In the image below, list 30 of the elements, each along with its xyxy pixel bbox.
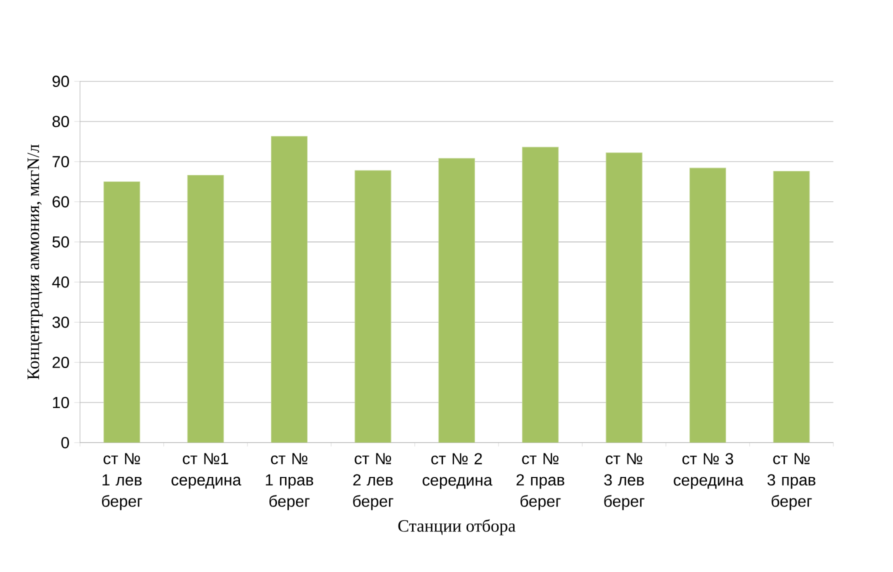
y-tick-label: 0 xyxy=(61,437,69,448)
y-tick-label: 70 xyxy=(52,156,69,168)
x-axis-title: Станции отбора xyxy=(398,519,516,536)
y-tick-label: 60 xyxy=(52,196,69,208)
bar xyxy=(606,152,642,443)
y-tick-label: 30 xyxy=(52,316,69,328)
x-tick-label: ст № 2 прав берег xyxy=(516,453,564,510)
y-tick-label: 40 xyxy=(52,276,69,288)
y-tick-label: 90 xyxy=(52,76,69,87)
bar xyxy=(773,171,810,443)
x-tick-label: ст №1 середина xyxy=(172,453,242,489)
y-tick-label: 50 xyxy=(52,236,69,248)
bar xyxy=(354,170,392,443)
bar xyxy=(187,175,224,443)
x-tick-label: ст № 3 середина xyxy=(674,453,744,489)
bar xyxy=(270,136,308,443)
y-tick-label: 20 xyxy=(52,356,69,368)
x-tick-label: ст № 3 лев берег xyxy=(604,453,644,510)
bar xyxy=(522,146,559,443)
x-tick-label: ст № 2 лев берег xyxy=(353,453,394,510)
x-tick-label: ст № 3 прав берег xyxy=(767,453,816,510)
y-axis-title: Концентрация аммония, мкгN/л xyxy=(28,144,43,380)
bar xyxy=(104,181,140,443)
bar xyxy=(438,158,475,443)
x-tick-label: ст № 1 прав берег xyxy=(266,453,314,510)
bar xyxy=(690,168,726,443)
x-tick-label: ст № 2 середина xyxy=(422,453,492,489)
y-tick-label: 10 xyxy=(53,396,69,408)
y-tick-label: 80 xyxy=(52,116,69,128)
x-tick-label: ст № 1 лев берег xyxy=(102,453,142,510)
